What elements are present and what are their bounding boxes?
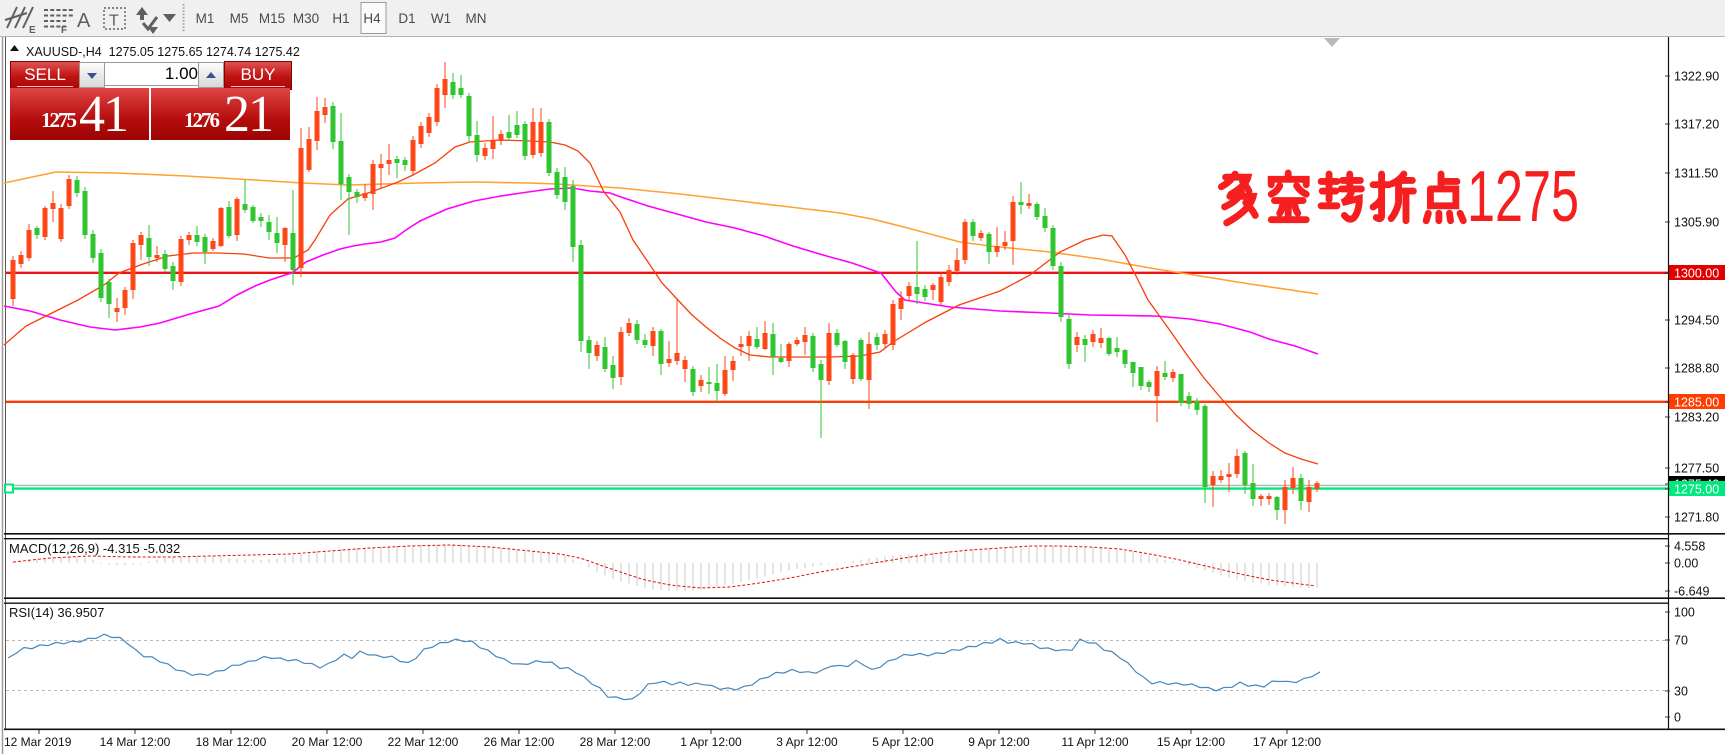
svg-text:20 Mar 12:00: 20 Mar 12:00 — [292, 735, 363, 749]
svg-text:D1: D1 — [398, 11, 415, 26]
svg-text:14 Mar 12:00: 14 Mar 12:00 — [100, 735, 171, 749]
svg-text:0.00: 0.00 — [1674, 557, 1698, 571]
svg-text:M5: M5 — [230, 11, 249, 26]
svg-text:T: T — [109, 13, 119, 30]
svg-text:30: 30 — [1674, 685, 1688, 699]
svg-text:MN: MN — [466, 11, 487, 26]
svg-text:70: 70 — [1674, 634, 1688, 648]
svg-text:1317.20: 1317.20 — [1674, 118, 1719, 132]
svg-text:1294.50: 1294.50 — [1674, 314, 1719, 328]
svg-text:RSI(14) 36.9507: RSI(14) 36.9507 — [9, 605, 104, 620]
svg-text:17 Apr 12:00: 17 Apr 12:00 — [1253, 735, 1321, 749]
svg-text:1275.00: 1275.00 — [1674, 483, 1719, 497]
svg-text:11 Apr 12:00: 11 Apr 12:00 — [1061, 735, 1128, 749]
svg-text:-6.649: -6.649 — [1674, 585, 1709, 599]
svg-text:1305.90: 1305.90 — [1674, 216, 1719, 230]
svg-text:E: E — [29, 25, 36, 36]
svg-text:M15: M15 — [259, 11, 285, 26]
svg-text:15 Apr 12:00: 15 Apr 12:00 — [1157, 735, 1225, 749]
svg-text:28 Mar 12:00: 28 Mar 12:00 — [580, 735, 651, 749]
svg-text:H1: H1 — [332, 11, 349, 26]
svg-text:4.558: 4.558 — [1674, 540, 1705, 554]
svg-text:12 Mar 2019: 12 Mar 2019 — [4, 735, 72, 749]
svg-text:M30: M30 — [293, 11, 319, 26]
svg-text:1300.00: 1300.00 — [1674, 267, 1719, 281]
svg-text:1271.80: 1271.80 — [1674, 511, 1719, 525]
svg-text:1283.20: 1283.20 — [1674, 411, 1719, 425]
svg-text:1322.90: 1322.90 — [1674, 70, 1719, 84]
svg-text:1 Apr 12:00: 1 Apr 12:00 — [680, 735, 742, 749]
svg-text:1275: 1275 — [1467, 157, 1579, 237]
svg-text:100: 100 — [1674, 606, 1695, 620]
svg-text:1285.00: 1285.00 — [1674, 396, 1719, 410]
svg-text:XAUUSD-,H4 1275.05 1275.65 12: XAUUSD-,H4 1275.05 1275.65 1274.74 1275.… — [26, 45, 300, 59]
svg-text:0: 0 — [1674, 711, 1681, 725]
svg-text:9 Apr 12:00: 9 Apr 12:00 — [968, 735, 1030, 749]
svg-text:A: A — [77, 10, 91, 32]
svg-text:1311.50: 1311.50 — [1674, 167, 1718, 181]
svg-text:W1: W1 — [431, 11, 451, 26]
svg-text:H4: H4 — [363, 11, 381, 26]
svg-text:1288.80: 1288.80 — [1674, 362, 1719, 376]
svg-text:5 Apr 12:00: 5 Apr 12:00 — [872, 735, 934, 749]
svg-text:18 Mar 12:00: 18 Mar 12:00 — [196, 735, 267, 749]
svg-text:MACD(12,26,9) -4.315 -5.032: MACD(12,26,9) -4.315 -5.032 — [9, 541, 180, 556]
svg-text:1277.50: 1277.50 — [1674, 462, 1719, 476]
svg-text:F: F — [61, 25, 67, 36]
svg-text:3 Apr 12:00: 3 Apr 12:00 — [776, 735, 838, 749]
svg-text:22 Mar 12:00: 22 Mar 12:00 — [388, 735, 459, 749]
svg-text:26 Mar 12:00: 26 Mar 12:00 — [484, 735, 555, 749]
svg-text:M1: M1 — [196, 11, 215, 26]
